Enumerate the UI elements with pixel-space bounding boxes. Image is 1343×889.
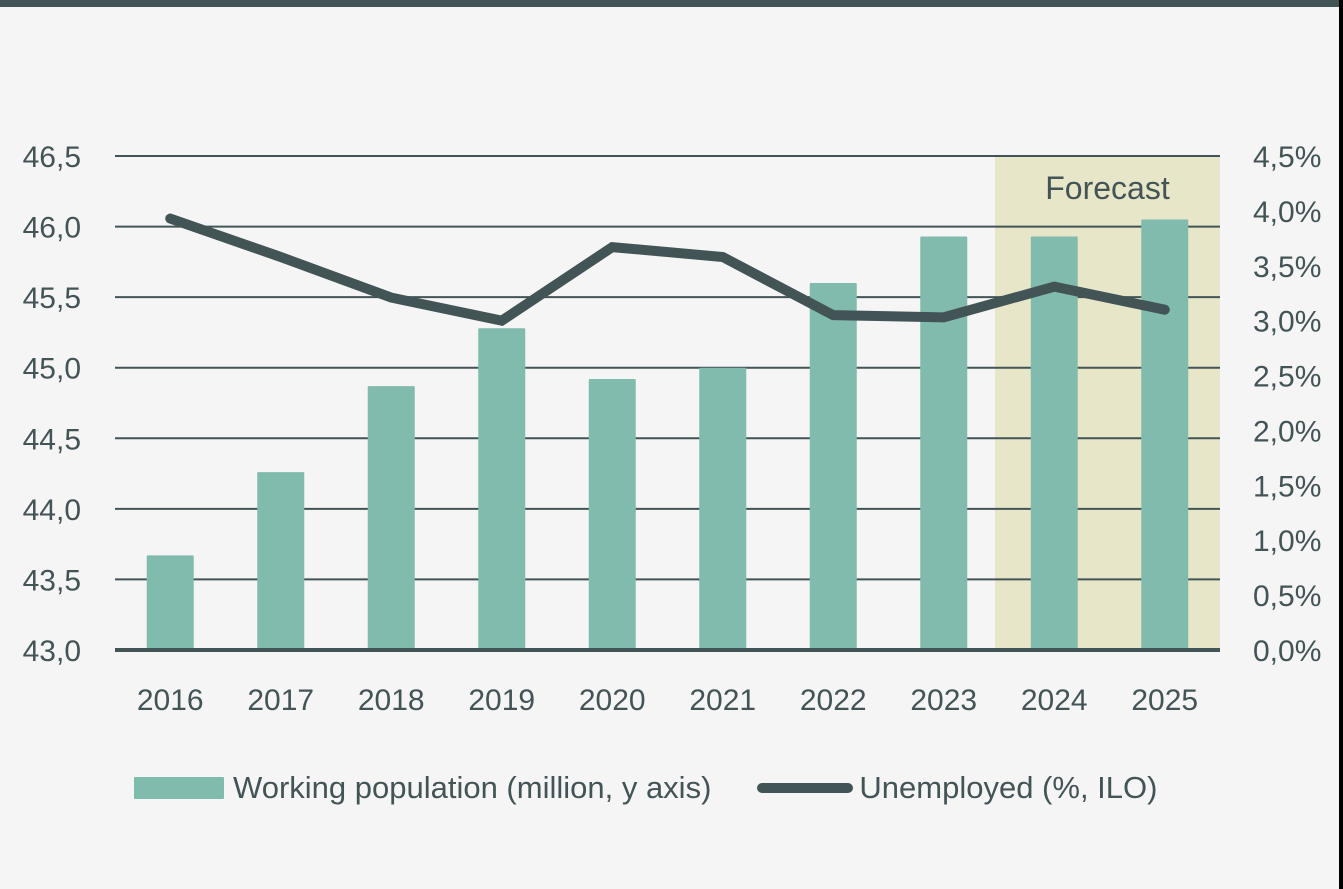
right-y-axis-labels: 0,0% 0,5% 1,0% 1,5% 2,0% 2,5% 3,0% 3,5% 4,0% 4,5% xyxy=(1253,141,1321,668)
left-y-axis-labels: 43,0 43,5 44,0 44,5 45,0 45,5 46,0 46,5 xyxy=(23,141,81,668)
bar-2020 xyxy=(588,379,636,650)
y2-tick-label: 1,0% xyxy=(1253,525,1321,558)
x-tick-label: 2025 xyxy=(1131,684,1198,717)
top-border-bar xyxy=(0,0,1339,7)
x-tick-label: 2021 xyxy=(689,684,756,717)
y2-tick-label: 0,5% xyxy=(1253,580,1321,613)
right-edge-border xyxy=(1339,0,1343,889)
y-tick-label: 45,5 xyxy=(23,282,81,315)
x-tick-label: 2018 xyxy=(358,684,425,717)
y-tick-label: 44,0 xyxy=(23,494,81,527)
x-axis-labels: 2016 2017 2018 2019 2020 2021 2022 2023 2024 2025 xyxy=(137,684,1198,717)
x-tick-label: 2022 xyxy=(800,684,867,717)
y-tick-label: 45,0 xyxy=(23,353,81,386)
bar-2022 xyxy=(809,283,857,650)
x-tick-label: 2016 xyxy=(137,684,204,717)
bar-2024 xyxy=(1030,236,1078,651)
y-tick-label: 43,5 xyxy=(23,564,81,597)
y-tick-label: 46,0 xyxy=(23,212,81,245)
y2-tick-label: 2,5% xyxy=(1253,361,1321,394)
y-tick-label: 44,5 xyxy=(23,423,81,456)
bar-2017 xyxy=(257,472,305,650)
forecast-label: Forecast xyxy=(1045,170,1170,206)
legend-label-working-population: Working population (million, y axis) xyxy=(233,770,712,805)
bar-2021 xyxy=(699,367,747,650)
x-tick-label: 2023 xyxy=(910,684,977,717)
legend: Working population (million, y axis) Une… xyxy=(134,768,1157,808)
y2-tick-label: 2,0% xyxy=(1253,415,1321,448)
legend-item-unemployed: Unemployed (%, ILO) xyxy=(711,770,1157,806)
legend-label-unemployed: Unemployed (%, ILO) xyxy=(859,770,1158,805)
x-tick-label: 2020 xyxy=(579,684,646,717)
bar-2018 xyxy=(367,386,415,650)
y-tick-label: 43,0 xyxy=(23,635,81,668)
x-tick-label: 2024 xyxy=(1021,684,1088,717)
legend-item-working-population: Working population (million, y axis) xyxy=(134,770,711,806)
line-swatch-icon xyxy=(757,783,854,793)
y2-tick-label: 1,5% xyxy=(1253,470,1321,503)
bar-2016 xyxy=(146,555,194,650)
bar-2019 xyxy=(478,328,526,650)
x-tick-label: 2017 xyxy=(247,684,314,717)
bar-2023 xyxy=(920,236,968,651)
bar-series xyxy=(146,219,1189,651)
bar-2025 xyxy=(1141,219,1189,650)
y-tick-label: 46,5 xyxy=(23,141,81,174)
y2-tick-label: 4,5% xyxy=(1253,141,1321,174)
y2-tick-label: 3,0% xyxy=(1253,306,1321,339)
y2-tick-label: 3,5% xyxy=(1253,251,1321,284)
y2-tick-label: 0,0% xyxy=(1253,635,1321,668)
y2-tick-label: 4,0% xyxy=(1253,196,1321,229)
bar-swatch-icon xyxy=(134,777,224,799)
line-series xyxy=(165,213,1170,326)
unemployment-line xyxy=(165,213,1170,326)
x-tick-label: 2019 xyxy=(468,684,535,717)
